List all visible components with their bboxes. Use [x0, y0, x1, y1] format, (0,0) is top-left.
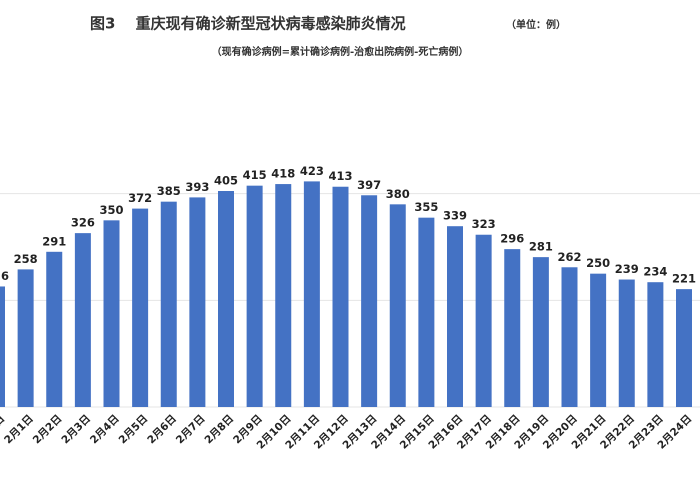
value-label: 397 [357, 178, 381, 192]
bar [361, 195, 378, 407]
value-label: 339 [443, 209, 467, 223]
x-tick-label: 2月2日 [31, 413, 65, 447]
bar [447, 226, 463, 407]
chart-subtitle: （现有确诊病例=累计确诊病例-治愈出院病例-死亡病例） [212, 45, 469, 58]
bar [103, 220, 120, 407]
unit-note: （单位：例） [506, 18, 566, 31]
value-label: 221 [672, 272, 696, 286]
x-tick-label: 1月31日 [0, 413, 7, 452]
bar [17, 269, 34, 407]
x-tick-label: 2月7日 [174, 413, 208, 447]
value-label: 281 [529, 240, 553, 254]
value-label: 405 [214, 174, 238, 188]
value-label: 418 [271, 167, 295, 181]
value-label: 250 [586, 256, 610, 270]
bar [504, 249, 521, 407]
bar [160, 201, 177, 407]
bar [303, 181, 320, 407]
value-label: 234 [643, 265, 667, 279]
bar [676, 289, 692, 407]
bar [218, 191, 234, 407]
value-label: 393 [185, 180, 209, 194]
value-label: 291 [42, 234, 66, 248]
bar [532, 257, 549, 407]
value-label: 423 [300, 164, 324, 178]
value-label: 350 [99, 203, 123, 217]
bar [189, 197, 206, 407]
x-tick-label: 2月1日 [2, 413, 36, 447]
x-tick-label: 2月4日 [88, 413, 122, 447]
bar [618, 279, 635, 407]
bar [389, 204, 406, 407]
value-label: 226 [0, 269, 9, 283]
value-label: 258 [14, 252, 38, 266]
bar [561, 267, 578, 407]
bar [275, 184, 292, 407]
bar [418, 217, 435, 407]
value-label: 372 [128, 191, 152, 205]
bar [332, 186, 349, 407]
bar [74, 233, 91, 407]
value-label: 296 [500, 232, 524, 246]
chart-title: 图3 重庆现有确诊新型冠状病毒感染肺炎情况 [90, 15, 406, 33]
value-label: 323 [472, 217, 496, 231]
value-label: 380 [386, 187, 410, 201]
value-label: 262 [557, 250, 581, 264]
bar [246, 185, 263, 407]
value-label: 385 [157, 184, 181, 198]
bar [46, 251, 63, 407]
bar [132, 208, 149, 407]
bar [0, 286, 5, 407]
x-tick-label: 2月6日 [145, 413, 179, 447]
value-label: 355 [414, 200, 438, 214]
value-label: 415 [243, 168, 267, 182]
value-label: 326 [71, 216, 95, 230]
x-tick-label: 2月3日 [59, 413, 93, 447]
x-tick-label: 2月5日 [117, 413, 151, 447]
value-label: 413 [328, 169, 352, 183]
value-label: 239 [615, 262, 639, 276]
bar [647, 282, 664, 407]
bar [590, 273, 607, 407]
x-tick-label: 2月8日 [203, 413, 237, 447]
bar [475, 234, 492, 407]
